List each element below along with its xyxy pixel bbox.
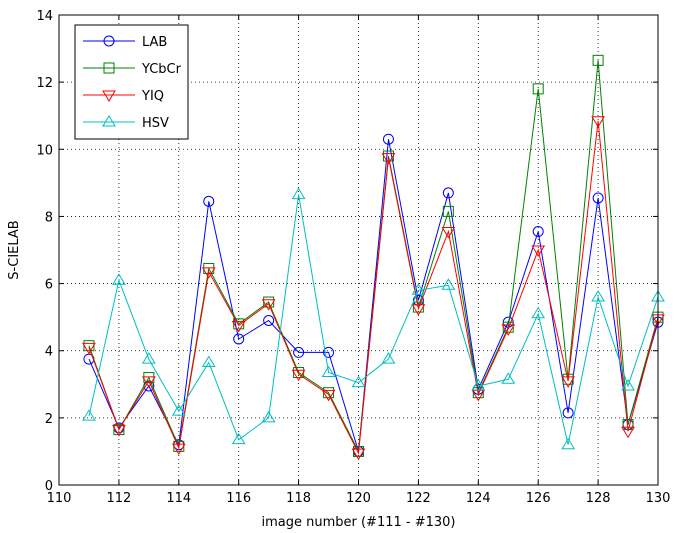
data-point-hsv xyxy=(531,306,546,319)
data-point-lab xyxy=(233,333,245,345)
data-point-lab xyxy=(323,346,335,358)
legend-box xyxy=(74,24,189,140)
legend-marker-yiq xyxy=(102,90,116,102)
series-hsv xyxy=(82,187,665,450)
x-tick-label: 114 xyxy=(166,491,191,506)
legend-label-lab: LAB xyxy=(142,35,167,50)
x-tick-label: 110 xyxy=(47,491,72,506)
data-point-yiq xyxy=(171,443,186,456)
data-point-yiq xyxy=(82,342,96,355)
legend-label-yiq: YIQ xyxy=(141,89,164,104)
data-point-hsv xyxy=(411,283,426,295)
data-point-hsv xyxy=(82,409,96,421)
data-point-yiq xyxy=(441,227,456,239)
data-point-hsv xyxy=(231,432,246,445)
data-point-lab xyxy=(532,226,544,238)
data-point-yiq xyxy=(141,376,156,388)
data-point-hsv xyxy=(591,290,605,302)
data-point-yiq xyxy=(531,245,546,257)
legend-marker-lab xyxy=(103,35,115,47)
data-point-yiq xyxy=(501,324,516,336)
y-tick-label: 14 xyxy=(36,9,53,24)
data-point-hsv xyxy=(561,437,576,450)
data-point-hsv xyxy=(261,410,276,423)
x-tick-label: 124 xyxy=(466,491,491,506)
data-point-yiq xyxy=(351,448,366,461)
series-line-hsv xyxy=(88,194,659,445)
data-point-yiq xyxy=(411,304,426,316)
data-point-lab xyxy=(562,407,574,419)
data-point-yiq xyxy=(261,299,276,311)
data-point-yiq xyxy=(561,376,576,388)
data-point-hsv xyxy=(171,404,186,416)
legend-label-ycbcr: YCbCr xyxy=(141,62,182,77)
data-point-ycbcr xyxy=(143,372,155,384)
x-tick-label: 112 xyxy=(106,491,131,506)
data-point-hsv xyxy=(141,352,156,364)
y-tick-label: 4 xyxy=(45,345,53,360)
data-point-yiq xyxy=(621,426,635,439)
data-point-lab xyxy=(592,192,604,204)
x-tick-label: 130 xyxy=(646,491,671,506)
data-point-hsv xyxy=(291,187,306,200)
legend-label-hsv: HSV xyxy=(142,116,169,131)
legend-marker-ycbcr xyxy=(103,62,115,74)
data-point-hsv xyxy=(471,378,486,391)
x-axis-title: image number (#111 - #130) xyxy=(261,515,455,530)
y-tick-label: 0 xyxy=(45,479,53,494)
data-point-lab xyxy=(263,315,275,326)
data-point-yiq xyxy=(321,389,336,402)
data-point-hsv xyxy=(351,375,366,388)
legend-marker-hsv xyxy=(102,115,116,127)
y-axis-title: S-CIELAB xyxy=(7,220,22,279)
data-point-hsv xyxy=(201,355,216,367)
data-point-yiq xyxy=(591,116,605,128)
legend: LAB YCbCr YIQ HSV xyxy=(74,24,189,140)
y-tick-label: 6 xyxy=(45,278,53,293)
data-point-yiq xyxy=(112,425,126,437)
data-point-lab xyxy=(203,195,215,207)
data-point-hsv xyxy=(381,352,396,364)
data-point-lab xyxy=(442,187,454,199)
x-tick-label: 120 xyxy=(346,491,371,506)
x-tick-label: 118 xyxy=(286,491,311,506)
data-point-yiq xyxy=(201,267,216,279)
data-point-yiq xyxy=(231,321,246,333)
data-point-yiq xyxy=(291,369,306,382)
y-tick-label: 8 xyxy=(45,210,53,225)
data-point-hsv xyxy=(321,365,336,378)
data-point-hsv xyxy=(621,378,635,391)
data-point-lab xyxy=(382,133,394,145)
data-point-hsv xyxy=(501,372,516,384)
series-line-yiq xyxy=(88,120,659,455)
data-point-ycbcr xyxy=(592,54,604,66)
series-yiq xyxy=(82,116,665,461)
data-point-ycbcr xyxy=(442,205,454,217)
y-tick-label: 2 xyxy=(45,412,53,427)
series-layer xyxy=(82,54,665,461)
x-tick-label: 126 xyxy=(526,491,551,506)
x-tick-label: 116 xyxy=(226,491,251,506)
x-tick-label: 122 xyxy=(406,491,431,506)
y-tick-label: 12 xyxy=(36,76,53,91)
y-tick-label: 10 xyxy=(36,143,53,158)
data-point-ycbcr xyxy=(113,424,125,436)
data-point-ycbcr xyxy=(532,83,544,95)
data-point-yiq xyxy=(381,153,396,165)
data-point-lab xyxy=(293,346,305,358)
data-point-hsv xyxy=(441,278,456,290)
axis-ticks: 110 112 114 116 118 120 122 124 126 128 130 0 2 4 6 8 10… xyxy=(36,9,670,506)
x-tick-label: 128 xyxy=(586,491,611,506)
data-point-hsv xyxy=(112,273,126,285)
